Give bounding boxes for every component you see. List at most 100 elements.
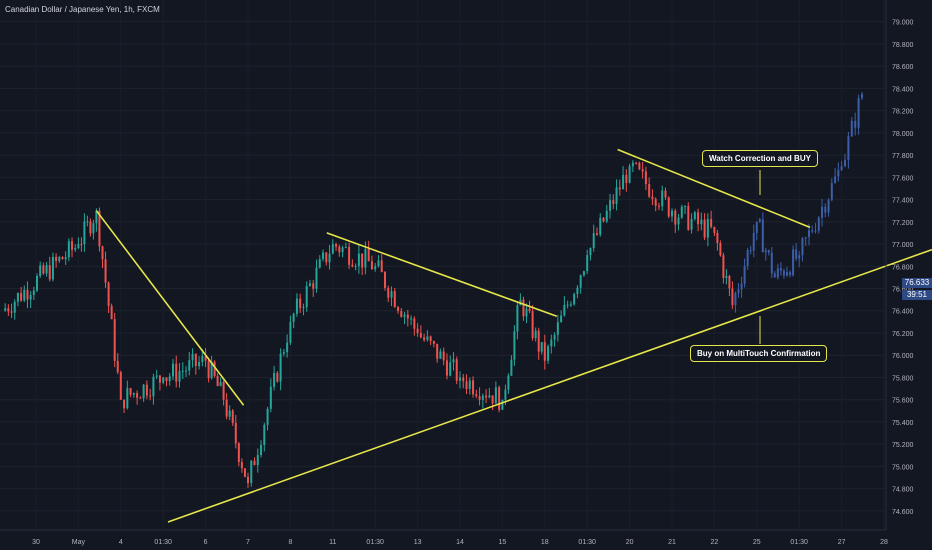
watch-correction-callout: Watch Correction and BUY [702,150,818,167]
candle-body [260,445,263,455]
candle-body [481,395,484,400]
candle-body [152,376,155,397]
candle-body [516,305,519,332]
candle-body [586,255,589,272]
candle-body [770,252,773,274]
candle-body [737,289,740,294]
candle-body [522,299,525,317]
candle-body [773,273,776,278]
x-tick-label: 25 [753,539,761,546]
candle-body [743,265,746,284]
candle-body [36,275,39,291]
candle-body [361,253,364,268]
candle-body [779,268,782,271]
candle-body [194,353,197,367]
candle-body [507,375,510,390]
candle-body [139,397,142,399]
candle-body [370,261,373,270]
candle-body [821,206,824,218]
candle-body [491,395,494,404]
candle-body [123,399,126,409]
candle-body [89,221,92,234]
y-tick-label: 75.400 [892,420,914,427]
candle-body [279,353,282,382]
candle-body [861,93,863,99]
candle-body [377,260,380,267]
candle-body [667,197,670,217]
candle-body [804,237,807,239]
trendlines [95,148,932,523]
candle-body [641,169,644,172]
candle-body [107,282,110,306]
candle-body [814,230,817,232]
candle-body [789,272,792,276]
candle-body [824,206,827,213]
candle-body [45,265,48,274]
candle-body [256,454,259,466]
candle-body [338,246,341,253]
candle-body [713,226,716,233]
candle-body [364,249,367,268]
x-tick-label: 6 [204,539,208,546]
candle-body [560,315,563,323]
candle-body [92,223,95,234]
y-tick-label: 76.400 [892,309,914,316]
candle-body [322,252,325,260]
candle-body [295,298,298,314]
candle-body [243,468,246,477]
candle-body [397,307,400,311]
candle-body [51,256,54,280]
candle-body [706,218,709,238]
candle-body [840,166,843,170]
candle-body [383,272,386,288]
candle-body [697,212,700,225]
candle-body [331,244,334,254]
candle-body [225,399,228,417]
candle-body [680,206,683,218]
candle-body [472,380,475,395]
candle-body [416,328,419,333]
candle-body [761,219,764,253]
last-price-label: 76.633 [902,278,932,288]
candle-body [289,321,292,343]
y-tick-label: 77.000 [892,242,914,249]
candle-body [282,352,285,354]
buy-confirmation-callout: Buy on MultiTouch Confirmation [690,345,828,362]
candle-body [67,241,70,258]
x-tick-label: 14 [456,539,464,546]
candle-body [247,476,249,484]
candle-body [547,346,550,361]
candle-body [556,322,559,335]
symbol-legend: Canadian Dollar / Japanese Yen, 1h, FXCM [5,5,160,14]
candle-body [426,336,429,340]
candle-body [566,304,569,306]
candle-body [234,422,237,444]
candle-body [573,293,576,305]
candle-body [308,283,311,286]
candle-body [228,410,231,417]
candle-body [74,248,77,250]
candle-body [625,174,628,183]
candle-body [29,295,32,300]
candle-body [413,318,416,329]
candle-body [749,250,752,252]
candle-body [302,307,305,309]
candle-body [155,375,158,377]
candle-body [10,311,13,313]
candle-body [664,190,667,198]
candle-body [116,360,119,373]
candle-body [213,361,216,376]
candle-body [569,304,572,306]
candle-body [299,298,302,308]
candle-body [253,460,256,466]
candle-body [494,387,497,404]
candle-body [687,205,690,230]
y-tick-label: 76.800 [892,264,914,271]
candle-body [807,230,810,238]
countdown-label: 39:51 [902,290,932,300]
candle-body [4,308,7,311]
candle-body [582,271,585,276]
candle-body [537,330,540,352]
x-tick-label: 01:30 [154,539,172,546]
